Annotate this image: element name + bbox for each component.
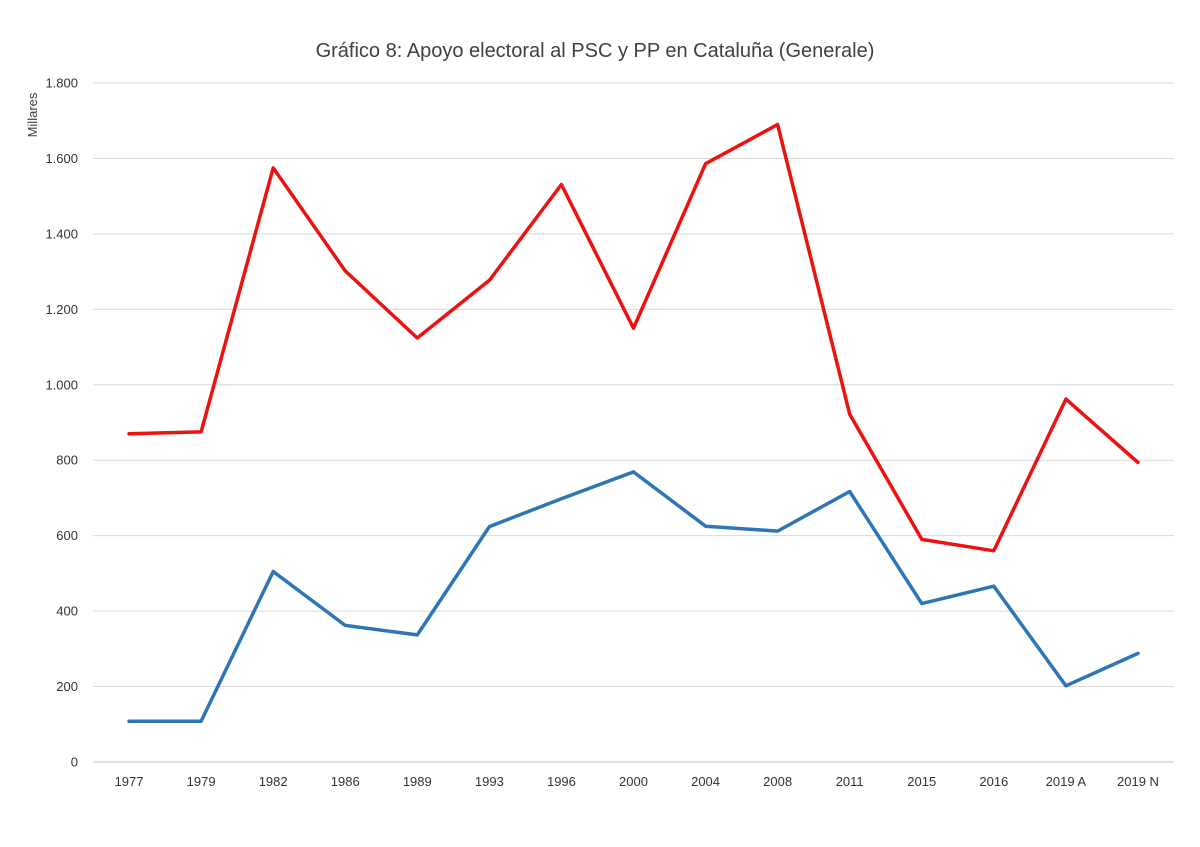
data-point	[848, 412, 852, 416]
data-point	[704, 162, 708, 166]
data-point	[271, 570, 275, 574]
x-tick-label: 2019 N	[1117, 774, 1159, 789]
data-point	[632, 326, 635, 330]
x-tick-label: 2019 A	[1046, 774, 1087, 789]
data-point	[776, 529, 780, 533]
x-tick-label: 1979	[187, 774, 216, 789]
data-point	[415, 633, 419, 637]
data-point	[559, 497, 563, 501]
x-tick-label: 2015	[907, 774, 936, 789]
data-point	[487, 525, 491, 529]
data-point	[1136, 460, 1140, 464]
data-point	[632, 470, 635, 474]
y-tick-label: 600	[56, 528, 78, 543]
y-tick-labels: 0 200 400 600 800 1.000 1.200 1.400 1.600 1.800	[45, 76, 78, 770]
x-tick-label: 2016	[979, 774, 1008, 789]
y-tick-label: 200	[56, 679, 78, 694]
data-point	[415, 336, 419, 340]
x-tick-label: 1996	[547, 774, 576, 789]
y-tick-label: 1.400	[45, 226, 78, 241]
x-tick-label: 1989	[403, 774, 432, 789]
data-point	[776, 122, 780, 126]
x-tick-label: 1986	[331, 774, 360, 789]
data-point	[1064, 397, 1068, 401]
y-tick-label: 800	[56, 453, 78, 468]
x-tick-label: 1982	[259, 774, 288, 789]
data-point	[704, 524, 708, 528]
series-line-2	[127, 470, 1140, 724]
data-point	[1136, 651, 1140, 655]
x-tick-label: 2011	[836, 774, 864, 789]
data-point	[992, 549, 996, 553]
data-point	[559, 182, 563, 186]
y-tick-label: 1.600	[45, 151, 78, 166]
x-tick-labels: 1977 1979 1982 1986 1989 1993 1996 2000 2004 2008…	[115, 774, 1159, 789]
data-point	[343, 623, 347, 627]
data-point	[1064, 684, 1068, 688]
x-tick-label: 2000	[619, 774, 648, 789]
series-lines	[127, 122, 1140, 724]
data-point	[920, 537, 924, 541]
x-tick-label: 2008	[763, 774, 792, 789]
data-point	[920, 602, 924, 606]
data-point	[487, 278, 491, 282]
series-line-1	[127, 122, 1140, 553]
x-tick-label: 2004	[691, 774, 720, 789]
y-axis-label: Millares	[25, 92, 40, 137]
y-tick-label: 1.800	[45, 76, 78, 91]
y-tick-label: 1.200	[45, 302, 78, 317]
y-tick-label: 0	[71, 755, 78, 770]
gridlines	[93, 82, 1174, 763]
y-tick-label: 400	[56, 604, 78, 619]
x-tick-label: 1977	[115, 774, 144, 789]
data-point	[343, 269, 347, 273]
data-point	[271, 166, 275, 170]
x-tick-label: 1993	[475, 774, 504, 789]
data-point	[848, 490, 852, 494]
y-tick-label: 1.000	[45, 377, 78, 392]
data-point	[992, 584, 996, 588]
data-point	[127, 719, 131, 723]
chart-title: Gráfico 8: Apoyo electoral al PSC y PP e…	[316, 40, 875, 62]
data-point	[199, 719, 203, 723]
data-point	[199, 430, 203, 434]
data-point	[127, 432, 131, 436]
